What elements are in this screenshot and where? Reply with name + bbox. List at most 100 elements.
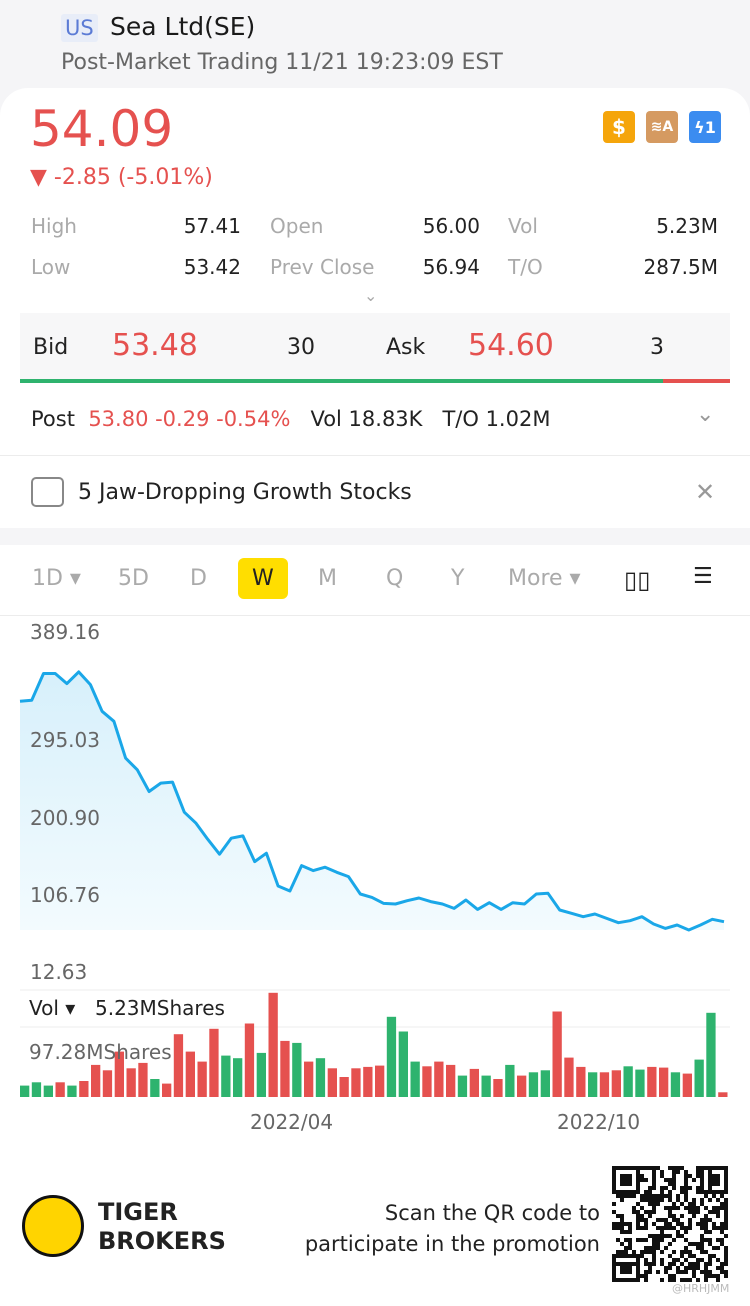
volume-bar [114,1051,124,1097]
volume-bar [611,1070,621,1097]
bid-label: Bid [33,335,69,360]
candlestick-icon[interactable]: ▯▯ [624,566,651,594]
last-price: 54.09 [30,100,174,158]
y-tick-label: 12.63 [30,960,88,984]
volume-bar [162,1083,172,1097]
stat-value: 56.00 [422,214,480,238]
volume-bar [185,1051,195,1097]
volume-bar [599,1072,610,1097]
tab-4[interactable]: M [318,566,337,591]
volume-bar [221,1055,231,1097]
bid-ask-row [20,313,730,379]
volume-bar [706,1012,716,1097]
y-tick-label: 200.90 [30,806,100,830]
volume-bar [635,1069,645,1097]
volume-bar [505,1064,515,1097]
volume-bar [43,1085,53,1097]
expand-chevron-icon[interactable]: ⌄ [364,286,378,305]
stock-title: Sea Ltd(SE) [110,12,256,41]
volume-bar [540,1070,550,1097]
volume-bar [233,1058,243,1097]
volume-bar [517,1075,527,1097]
dollar-icon[interactable]: $ [603,111,635,143]
tab-3[interactable]: W [238,558,288,599]
volume-bar [256,1052,266,1097]
price-line [19,670,725,932]
bid-price: 53.48 [112,328,198,363]
bid-size: 30 [287,335,315,360]
stat-value: 53.42 [183,255,241,279]
volume-bar [422,1066,432,1097]
volume-bar [327,1068,337,1097]
volume-bar [351,1068,361,1097]
volume-bar [244,1023,255,1097]
post-turnover: T/O 1.02M [442,407,551,431]
stat-label: Low [31,255,71,279]
stat-label: T/O [508,255,543,279]
volume-bar [647,1066,657,1097]
tab-7[interactable]: More ▾ [508,566,581,591]
ask-ratio-bar [663,379,730,383]
stat-label: Vol [508,214,538,238]
close-icon[interactable]: ✕ [695,478,716,506]
stat-value: 56.94 [422,255,480,279]
volume-bar [588,1072,598,1097]
price-chart [19,670,730,1097]
x-tick-label: 2022/04 [250,1110,334,1134]
qr-code[interactable] [612,1166,728,1282]
change-value: -2.85 (-5.01%) [53,165,213,190]
volume-bar [469,1068,479,1097]
y-tick-label: 106.76 [30,883,100,907]
tab-5[interactable]: Q [386,566,404,591]
volume-label[interactable]: Vol ▾ [29,996,76,1020]
volume-bar [386,1016,397,1097]
tab-6[interactable]: Y [451,566,465,591]
volume-bar [31,1082,42,1097]
brand-name: TIGER BROKERS [98,1198,226,1255]
volume-bar [398,1031,408,1097]
tab-0[interactable]: 1D ▾ [32,566,81,591]
tab-1[interactable]: 5D [118,566,149,591]
chart-settings-icon[interactable]: ☰ [693,564,713,589]
volume-bar [91,1064,101,1097]
volume-bar [304,1061,314,1097]
tab-2[interactable]: D [190,566,207,591]
volume-bar [410,1061,420,1097]
volume-bar [682,1073,692,1097]
volume-bar [55,1082,65,1097]
news-headline[interactable]: 5 Jaw-Dropping Growth Stocks [78,480,412,505]
y-tick-label: 389.16 [30,620,100,644]
stat-value: 5.23M [656,214,718,238]
ask-price: 54.60 [468,328,554,363]
post-chevron-icon[interactable]: ⌄ [696,402,715,427]
post-market-row[interactable]: Post 53.80 -0.29 -0.54% Vol 18.83K T/O 1… [31,407,550,431]
post-vol: Vol 18.83K [310,407,423,431]
ask-size: 3 [650,335,664,360]
tiger-logo [22,1195,84,1257]
lightning-1-icon[interactable]: ϟ1 [689,111,721,143]
volume-bar [375,1065,385,1097]
news-icon [31,477,64,507]
volume-bar [138,1062,148,1097]
volume-bar [659,1067,669,1097]
promo-text: Scan the QR code to participate in the pr… [304,1201,600,1256]
volume-bar [280,1040,290,1097]
volume-bar [363,1066,373,1097]
volume-bar [623,1066,633,1097]
volume-bar [670,1072,681,1097]
volume-bar [576,1066,586,1097]
volume-bar [564,1057,574,1097]
volume-bar [718,1092,728,1097]
volume-max-label: 97.28MShares [29,1040,172,1064]
layers-a-icon[interactable]: ≋A [646,111,678,143]
volume-bar [268,992,278,1097]
volume-bar [173,1034,184,1097]
y-tick-label: 295.03 [30,728,100,752]
price-area [20,671,724,930]
volume-bar [102,1070,113,1097]
post-label: Post [31,407,75,431]
volume-bar [434,1061,444,1097]
volume-bar [79,1081,89,1097]
volume-bar [197,1061,207,1097]
volume-bar [67,1085,77,1097]
